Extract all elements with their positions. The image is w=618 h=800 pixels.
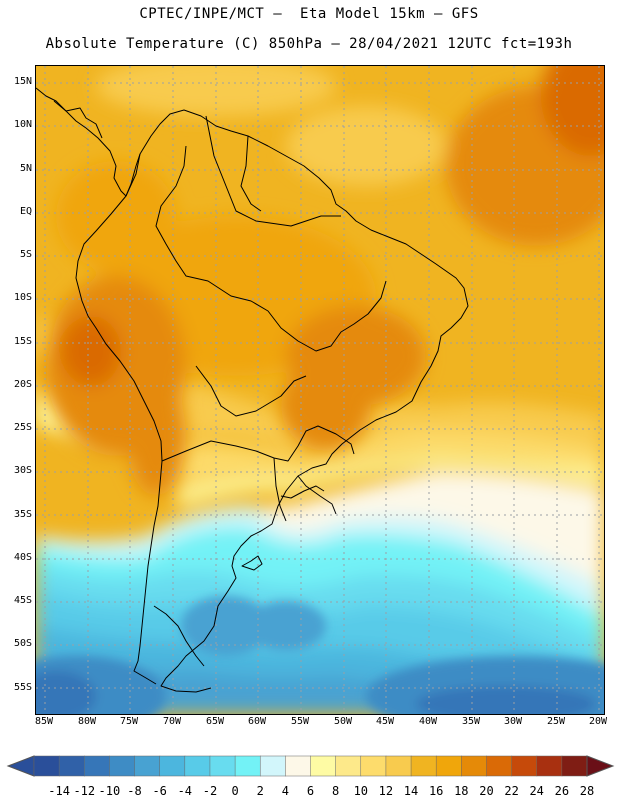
colorbar-cell xyxy=(58,755,85,777)
colorbar-cell xyxy=(134,755,161,777)
colorbar-cell xyxy=(335,755,362,777)
colorbar xyxy=(6,755,615,777)
lon-label: 80W xyxy=(77,716,97,727)
colorbar-cell xyxy=(461,755,488,777)
lat-label: 15N xyxy=(13,76,32,87)
colorbar-tick-label: -14 xyxy=(48,784,70,798)
lon-label: 65W xyxy=(205,716,225,727)
colorbar-tick-label: 18 xyxy=(454,784,469,798)
colorbar-tick-label: -2 xyxy=(202,784,218,798)
colorbar-cell xyxy=(561,755,588,777)
lat-label: 40S xyxy=(13,552,32,563)
colorbar-cell xyxy=(285,755,312,777)
lat-label: 10N xyxy=(13,119,32,130)
lon-label: 50W xyxy=(333,716,353,727)
colorbar-cell xyxy=(209,755,236,777)
lat-label: 10S xyxy=(13,292,32,303)
colorbar-cell xyxy=(33,755,60,777)
colorbar-tick-label: 10 xyxy=(353,784,369,798)
lat-label: 35S xyxy=(13,509,32,520)
lat-label: 5N xyxy=(19,163,32,174)
colorbar-cell xyxy=(486,755,513,777)
colorbar-tick-label: 6 xyxy=(306,784,315,798)
colorbar-tick-label: 0 xyxy=(231,784,239,798)
lon-label: 60W xyxy=(247,716,267,727)
colorbar-cell xyxy=(385,755,412,777)
colorbar-cell xyxy=(184,755,211,777)
colorbar-tick-label: 24 xyxy=(529,784,544,798)
colorbar-tick-label: 16 xyxy=(428,784,444,798)
colorbar-cell xyxy=(511,755,538,777)
colorbar-low-arrow xyxy=(6,755,35,777)
map-panel xyxy=(35,65,605,715)
title-line-1: CPTEC/INPE/MCT — Eta Model 15km — GFS xyxy=(139,6,479,22)
temperature-field xyxy=(36,66,604,714)
lon-label: 25W xyxy=(546,716,566,727)
colorbar-tick-label: -12 xyxy=(73,784,96,798)
colorbar-cell xyxy=(410,755,437,777)
colorbar-cell xyxy=(310,755,337,777)
colorbar-tick-label: 14 xyxy=(403,784,419,798)
colorbar-tick-label: 20 xyxy=(479,784,494,798)
lat-label: 15S xyxy=(13,336,32,347)
coastlines xyxy=(36,87,469,693)
colorbar-tick-label: 12 xyxy=(378,784,394,798)
colorbar-cell xyxy=(360,755,387,777)
colorbar-tick-label: -8 xyxy=(127,784,142,798)
colorbar-cell xyxy=(84,755,110,777)
colorbar-tick-label: 22 xyxy=(504,784,519,798)
lat-label: 20S xyxy=(13,379,32,390)
colorbar-tick-label: 4 xyxy=(281,784,289,798)
colorbar-tick-label: 8 xyxy=(331,784,340,798)
lon-label: 30W xyxy=(503,716,523,727)
colorbar-cell xyxy=(435,755,462,777)
colorbar-high-arrow xyxy=(586,755,615,777)
colorbar-tick-label: 2 xyxy=(256,784,264,798)
lon-label: 20W xyxy=(588,716,608,727)
colorbar-cells xyxy=(33,755,588,777)
colorbar-cell xyxy=(536,755,563,777)
lat-label: 50S xyxy=(13,638,32,649)
lat-label: EQ xyxy=(19,206,32,217)
temperature-map xyxy=(36,66,604,714)
colorbar-tick-label: -10 xyxy=(98,784,121,798)
colorbar-cell xyxy=(259,755,286,777)
colorbar-tick-label: -4 xyxy=(177,784,193,798)
lon-label: 70W xyxy=(162,716,182,727)
colorbar-cell xyxy=(159,755,186,777)
lon-label: 75W xyxy=(119,716,139,727)
colorbar-cell xyxy=(234,755,261,777)
lon-label: 40W xyxy=(418,716,438,727)
colorbar-tick-label: 26 xyxy=(554,784,570,798)
title-line-2: Absolute Temperature (C) 850hPa — 28/04/… xyxy=(45,36,573,52)
lat-label: 25S xyxy=(13,422,32,433)
lon-label: 35W xyxy=(461,716,481,727)
colorbar-cell xyxy=(109,755,136,777)
lon-label: 45W xyxy=(375,716,395,727)
lon-label: 85W xyxy=(34,716,54,727)
lat-label: 55S xyxy=(13,682,32,693)
colorbar-tick-label: 28 xyxy=(579,784,595,798)
lon-label: 55W xyxy=(290,716,310,727)
graticule xyxy=(36,66,604,714)
lat-label: 30S xyxy=(13,465,32,476)
colorbar-tick-label: -6 xyxy=(152,784,167,798)
lat-label: 45S xyxy=(13,595,32,606)
lat-label: 5S xyxy=(19,249,32,260)
